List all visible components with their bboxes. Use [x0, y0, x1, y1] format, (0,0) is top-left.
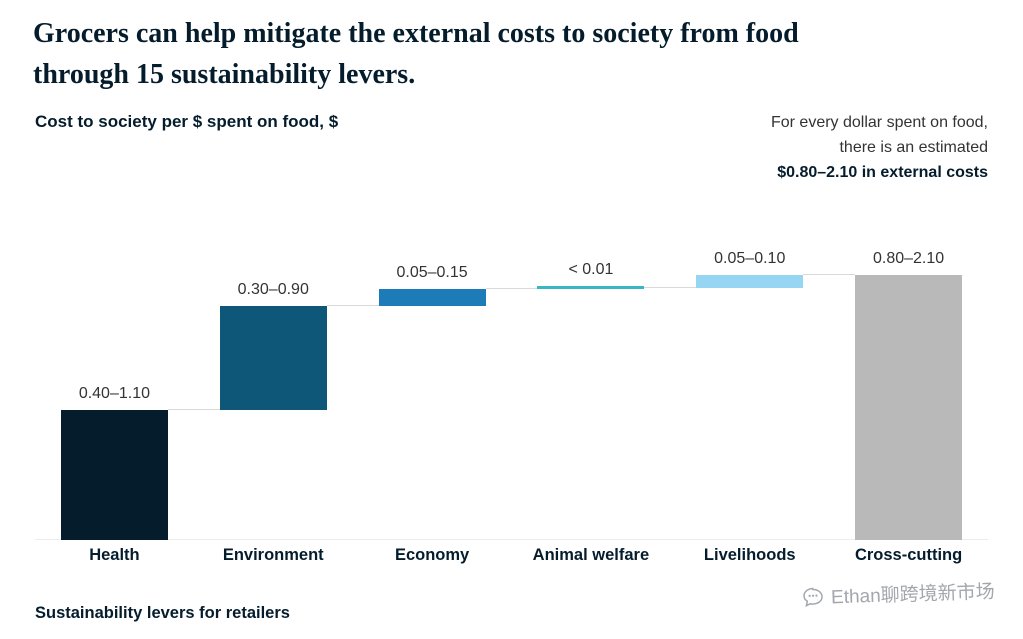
- chart-title-line2: through 15 sustainability levers.: [33, 59, 416, 90]
- x-axis-label: Sustainability levers for retailers: [35, 604, 290, 622]
- bar-value-cross-cutting: 0.80–2.10: [872, 250, 945, 268]
- annotation-line2: there is an estimated: [839, 139, 988, 156]
- watermark: Ethan聊跨境新市场: [801, 577, 995, 611]
- connector-line: [326, 305, 379, 307]
- bar-value-livelihoods: 0.05–0.10: [714, 250, 786, 268]
- connector-line: [644, 287, 697, 289]
- annotation-line1: For every dollar spent on food,: [770, 114, 988, 131]
- chat-bubble-icon: [801, 584, 826, 609]
- plot-area: 0.40–1.10 0.30–0.90 0.05–0.15 < 0.01 0.05–0.…: [35, 248, 988, 540]
- category-label-livelihoods: Livelihoods: [703, 546, 796, 564]
- category-label-environment: Environment: [222, 546, 324, 564]
- bar-value-health: 0.40–1.10: [78, 385, 150, 403]
- y-axis-label: Cost to society per $ spent on food, $: [35, 112, 339, 131]
- bar-economy: [378, 289, 486, 307]
- bar-cross-cutting: [855, 275, 963, 540]
- chart-title-line1: Grocers can help mitigate the external c…: [33, 18, 799, 49]
- bar-health: [60, 410, 168, 540]
- category-label-cross-cutting: Cross-cutting: [854, 546, 963, 564]
- chart-title: Grocers can help mitigate the external c…: [33, 13, 799, 95]
- bar-livelihoods: [696, 275, 804, 289]
- connector-line: [803, 274, 856, 276]
- annotation-line3: $0.80–2.10 in external costs: [777, 164, 988, 181]
- connector-line: [167, 409, 220, 411]
- bar-value-environment: 0.30–0.90: [237, 281, 309, 299]
- connector-line: [485, 288, 538, 290]
- watermark-text: Ethan聊跨境新市场: [831, 581, 996, 609]
- category-label-animal-welfare: Animal welfare: [532, 546, 650, 564]
- annotation: For every dollar spent on food, there is…: [771, 110, 988, 185]
- bar-value-animal-welfare: < 0.01: [568, 261, 614, 279]
- category-label-economy: Economy: [394, 546, 470, 564]
- x-axis: Health Environment Economy Animal welfare Li…: [35, 546, 988, 570]
- bar-animal-welfare: [537, 286, 645, 290]
- bar-environment: [219, 306, 327, 411]
- category-label-health: Health: [89, 546, 140, 564]
- x-axis-line: [35, 539, 988, 540]
- bar-value-economy: 0.05–0.15: [396, 264, 468, 282]
